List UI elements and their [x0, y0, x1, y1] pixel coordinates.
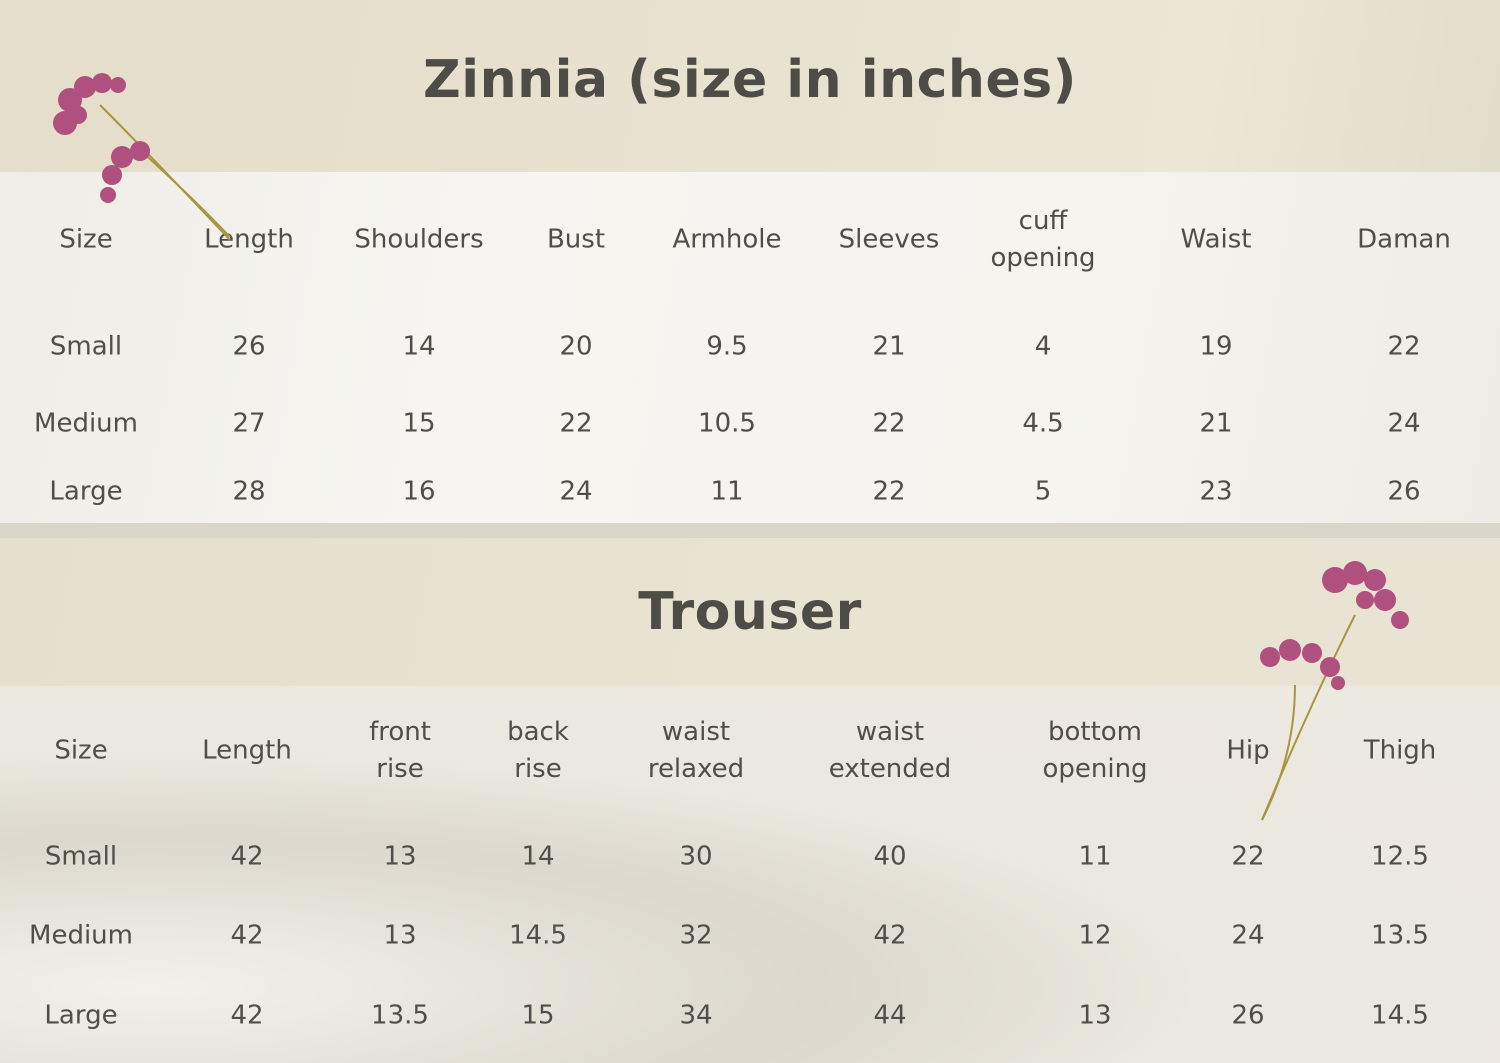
- table-cell: 42: [230, 841, 264, 872]
- table-cell: 22: [559, 408, 593, 439]
- table-cell: 22: [872, 476, 906, 507]
- column-header: Armhole: [672, 224, 782, 255]
- table-cell: 12.5: [1371, 841, 1429, 872]
- column-header: front rise: [369, 717, 431, 784]
- column-header: Hip: [1226, 735, 1270, 766]
- column-header: Thigh: [1363, 735, 1437, 766]
- table-cell: 4: [1034, 331, 1052, 362]
- table-cell: 22: [1387, 331, 1421, 362]
- table-cell: 13.5: [371, 1000, 429, 1031]
- table-cell: 13: [1078, 1000, 1112, 1031]
- table-cell: 5: [1034, 476, 1052, 507]
- pressed-flower-icon: [53, 73, 231, 241]
- row-label: Large: [44, 1000, 118, 1031]
- zinnia-title: Zinnia (size in inches): [423, 50, 1077, 110]
- table-cell: 13.5: [1371, 920, 1429, 951]
- table-band-top: [0, 172, 1500, 523]
- table-cell: 40: [873, 841, 907, 872]
- column-header: Size: [59, 224, 113, 255]
- table-cell: 24: [559, 476, 593, 507]
- table-cell: 26: [1231, 1000, 1265, 1031]
- table-cell: 9.5: [706, 331, 748, 362]
- table-cell: 42: [873, 920, 907, 951]
- table-cell: 15: [402, 408, 436, 439]
- column-header: Daman: [1357, 224, 1451, 255]
- table-cell: 32: [679, 920, 713, 951]
- table-cell: 15: [521, 1000, 555, 1031]
- table-band-bottom: [0, 686, 1500, 1063]
- table-cell: 13: [383, 841, 417, 872]
- title-band-top: [0, 0, 1500, 172]
- pressed-flower-icon: [1260, 561, 1409, 821]
- table-cell: 4.5: [1022, 408, 1064, 439]
- table-cell: 30: [679, 841, 713, 872]
- column-header: Waist: [1180, 224, 1252, 255]
- column-header: Size: [54, 735, 108, 766]
- table-cell: 14.5: [509, 920, 567, 951]
- table-cell: 26: [232, 331, 266, 362]
- table-cell: 26: [1387, 476, 1421, 507]
- column-header: Sleeves: [838, 224, 940, 255]
- column-header: bottom opening: [1042, 717, 1148, 784]
- table-cell: 34: [679, 1000, 713, 1031]
- row-label: Medium: [29, 920, 133, 951]
- table-cell: 21: [1199, 408, 1233, 439]
- column-header: waist relaxed: [647, 717, 745, 784]
- column-header: Bust: [546, 224, 606, 255]
- table-cell: 21: [872, 331, 906, 362]
- column-header: Shoulders: [354, 224, 484, 255]
- table-cell: 28: [232, 476, 266, 507]
- table-cell: 24: [1231, 920, 1265, 951]
- table-cell: 27: [232, 408, 266, 439]
- table-cell: 13: [383, 920, 417, 951]
- table-cell: 42: [230, 920, 264, 951]
- column-header: waist extended: [828, 717, 952, 784]
- table-cell: 12: [1078, 920, 1112, 951]
- column-header: Length: [202, 735, 292, 766]
- table-cell: 44: [873, 1000, 907, 1031]
- row-label: Medium: [34, 408, 138, 439]
- table-cell: 22: [872, 408, 906, 439]
- table-cell: 20: [559, 331, 593, 362]
- row-label: Small: [49, 331, 123, 362]
- row-label: Large: [49, 476, 123, 507]
- table-cell: 16: [402, 476, 436, 507]
- table-cell: 24: [1387, 408, 1421, 439]
- table-cell: 10.5: [698, 408, 756, 439]
- column-header: cuff opening: [990, 206, 1096, 273]
- row-label: Small: [44, 841, 118, 872]
- table-cell: 11: [1078, 841, 1112, 872]
- table-cell: 14: [402, 331, 436, 362]
- divider: [0, 523, 1500, 538]
- table-cell: 14: [521, 841, 555, 872]
- title-band-bottom: [0, 538, 1500, 686]
- table-cell: 14.5: [1371, 1000, 1429, 1031]
- table-cell: 19: [1199, 331, 1233, 362]
- table-cell: 23: [1199, 476, 1233, 507]
- table-cell: 11: [710, 476, 744, 507]
- trouser-title: Trouser: [638, 582, 862, 642]
- column-header: back rise: [507, 717, 569, 784]
- table-cell: 42: [230, 1000, 264, 1031]
- table-cell: 22: [1231, 841, 1265, 872]
